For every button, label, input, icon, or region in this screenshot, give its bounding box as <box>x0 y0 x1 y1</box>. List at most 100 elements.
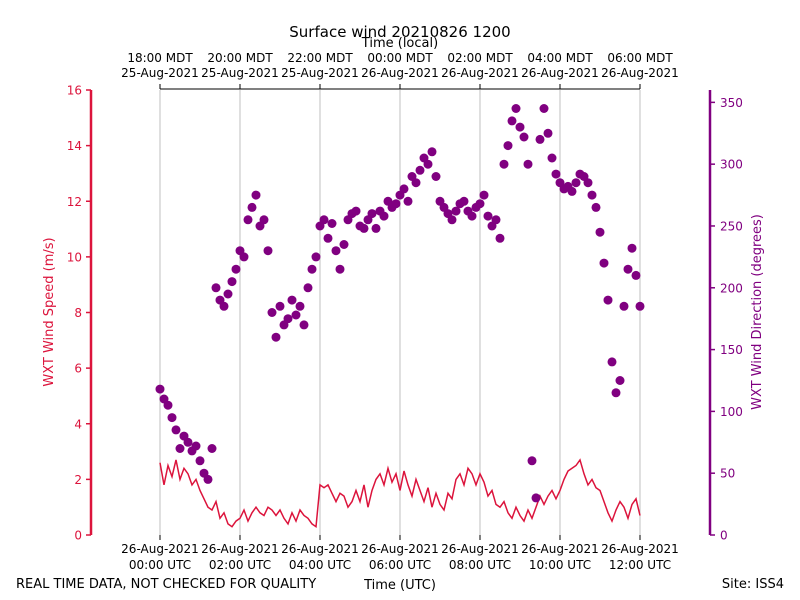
top-tick-time: 22:00 MDT <box>287 51 353 65</box>
bottom-axis-label: Time (UTC) <box>363 578 436 593</box>
top-tick-date: 26-Aug-2021 <box>521 66 599 80</box>
left-tick-label: 14 <box>67 139 82 153</box>
quality-disclaimer: REAL TIME DATA, NOT CHECKED FOR QUALITY <box>16 577 316 592</box>
direction-point <box>451 206 461 216</box>
direction-point <box>303 283 313 293</box>
bottom-tick-date: 26-Aug-2021 <box>601 542 679 556</box>
direction-point <box>567 186 577 196</box>
bottom-tick-time: 02:00 UTC <box>209 558 271 572</box>
direction-point <box>491 215 501 225</box>
direction-point <box>551 169 561 179</box>
left-axis-ticks: 0 2 4 6 8 10 12 14 16 <box>67 84 91 543</box>
right-tick-label: 350 <box>720 96 743 110</box>
bottom-tick-time: 12:00 UTC <box>609 558 671 572</box>
left-tick-label: 8 <box>74 306 82 320</box>
direction-point <box>527 456 537 466</box>
direction-point <box>403 196 413 206</box>
top-tick-date: 25-Aug-2021 <box>201 66 279 80</box>
bottom-tick-date: 26-Aug-2021 <box>201 542 279 556</box>
bottom-tick-date: 26-Aug-2021 <box>521 542 599 556</box>
direction-point <box>495 233 505 243</box>
direction-point <box>627 243 637 253</box>
top-tick-time: 18:00 MDT <box>127 51 193 65</box>
bottom-tick-time: 06:00 UTC <box>369 558 431 572</box>
direction-point <box>519 132 529 142</box>
direction-point <box>295 301 305 311</box>
direction-point <box>543 128 553 138</box>
direction-point <box>607 357 617 367</box>
left-tick-label: 0 <box>74 529 82 543</box>
direction-point <box>311 252 321 262</box>
direction-point <box>507 116 517 126</box>
direction-point <box>467 211 477 221</box>
direction-point <box>335 264 345 274</box>
right-tick-label: 100 <box>720 405 743 419</box>
direction-point <box>203 474 213 484</box>
direction-point <box>227 277 237 287</box>
direction-point <box>267 308 277 317</box>
direction-point <box>523 159 533 169</box>
right-axis-ticks: 0 50 100 150 200 250 300 350 <box>710 96 743 543</box>
top-tick-date: 25-Aug-2021 <box>281 66 359 80</box>
top-tick-date: 25-Aug-2021 <box>121 66 199 80</box>
direction-point <box>619 301 629 311</box>
chart-title: Surface wind 20210826 1200 <box>289 23 510 41</box>
left-tick-label: 12 <box>67 195 82 209</box>
direction-point <box>499 159 509 169</box>
direction-point <box>447 215 457 225</box>
direction-point <box>155 384 165 394</box>
bottom-tick-date: 26-Aug-2021 <box>281 542 359 556</box>
direction-point <box>371 223 381 233</box>
direction-point <box>511 104 521 113</box>
direction-point <box>535 134 545 144</box>
direction-point <box>399 184 409 194</box>
top-tick-date: 26-Aug-2021 <box>361 66 439 80</box>
top-axis-label: Time (local) <box>361 36 438 51</box>
left-axis-label: WXT Wind Speed (m/s) <box>42 237 57 386</box>
direction-point <box>571 178 581 188</box>
bottom-tick-date: 26-Aug-2021 <box>121 542 199 556</box>
direction-point <box>195 456 205 466</box>
direction-point <box>247 202 257 212</box>
direction-point <box>243 215 253 225</box>
direction-point <box>339 240 349 249</box>
top-tick-date: 26-Aug-2021 <box>441 66 519 80</box>
direction-point <box>583 178 593 188</box>
direction-point <box>503 141 513 151</box>
direction-point <box>323 233 333 243</box>
left-tick-label: 16 <box>67 84 82 98</box>
direction-point <box>175 444 185 453</box>
direction-point <box>291 310 301 320</box>
direction-point <box>379 211 389 221</box>
direction-point <box>275 301 285 311</box>
right-axis-label: WXT Wind Direction (degrees) <box>750 214 765 410</box>
top-tick-date: 26-Aug-2021 <box>601 66 679 80</box>
direction-point <box>603 295 613 305</box>
direction-point <box>351 206 361 216</box>
direction-point <box>231 264 241 274</box>
direction-point <box>183 437 193 447</box>
direction-point <box>391 199 401 209</box>
direction-point <box>259 215 269 225</box>
bottom-tick-time: 00:00 UTC <box>129 558 191 572</box>
direction-point <box>539 104 549 113</box>
direction-point <box>599 258 609 268</box>
top-tick-time: 02:00 MDT <box>447 51 513 65</box>
direction-point <box>587 190 597 200</box>
top-tick-time: 06:00 MDT <box>607 51 673 65</box>
site-label: Site: ISS4 <box>722 577 784 592</box>
top-tick-time: 20:00 MDT <box>207 51 273 65</box>
right-tick-label: 50 <box>720 467 735 481</box>
direction-point <box>427 147 437 157</box>
grid-lines <box>159 90 641 535</box>
direction-point <box>251 190 261 200</box>
direction-point <box>331 246 341 256</box>
direction-point <box>623 264 633 274</box>
direction-point <box>319 215 329 225</box>
direction-point <box>595 227 605 237</box>
left-tick-label: 2 <box>74 473 82 487</box>
bottom-tick-time: 04:00 UTC <box>289 558 351 572</box>
direction-point <box>615 376 625 385</box>
top-tick-time: 04:00 MDT <box>527 51 593 65</box>
